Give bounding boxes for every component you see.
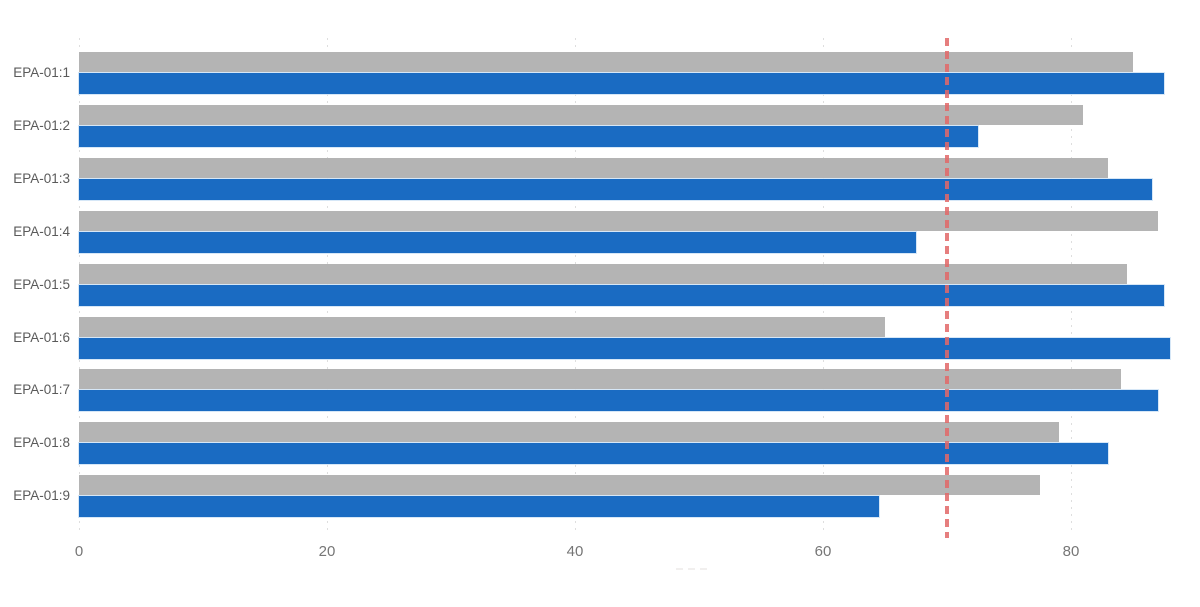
reference-line-70 <box>945 38 949 538</box>
bar-blue-series-epa-01-1[interactable] <box>79 73 1164 94</box>
category-label-epa-01-3: EPA-01:3 <box>13 170 70 186</box>
category-label-epa-01-8: EPA-01:8 <box>13 435 70 451</box>
category-label-epa-01-5: EPA-01:5 <box>13 276 70 292</box>
bar-blue-series-epa-01-8[interactable] <box>79 443 1109 465</box>
faint-axis-mark <box>676 568 683 570</box>
bar-blue-series-epa-01-5[interactable] <box>79 284 1164 306</box>
bar-gray-series-epa-01-9[interactable] <box>79 475 1040 496</box>
x-tick-label-20: 20 <box>318 543 336 560</box>
category-label-epa-01-9: EPA-01:9 <box>13 488 70 504</box>
faint-axis-mark <box>688 568 695 570</box>
bar-gray-series-epa-01-7[interactable] <box>79 369 1121 390</box>
faint-axis-mark <box>700 568 707 570</box>
x-tick-label-0: 0 <box>74 543 84 560</box>
bar-blue-series-epa-01-4[interactable] <box>79 231 916 253</box>
bar-gray-series-epa-01-5[interactable] <box>79 263 1127 284</box>
bar-blue-series-epa-01-9[interactable] <box>79 496 879 518</box>
bar-gray-series-epa-01-8[interactable] <box>79 422 1059 443</box>
x-tick-label-60: 60 <box>814 543 832 560</box>
category-label-epa-01-7: EPA-01:7 <box>13 382 70 398</box>
category-label-epa-01-6: EPA-01:6 <box>13 329 70 345</box>
bar-gray-series-epa-01-4[interactable] <box>79 210 1158 231</box>
category-label-epa-01-2: EPA-01:2 <box>13 117 70 133</box>
category-label-epa-01-1: EPA-01:1 <box>13 65 70 80</box>
x-tick-label-80: 80 <box>1062 543 1080 560</box>
bar-gray-series-epa-01-1[interactable] <box>79 52 1133 72</box>
bar-blue-series-epa-01-2[interactable] <box>79 125 978 147</box>
bar-blue-series-epa-01-3[interactable] <box>79 178 1152 200</box>
category-label-epa-01-4: EPA-01:4 <box>13 223 70 239</box>
bar-blue-series-epa-01-7[interactable] <box>79 390 1158 412</box>
bar-gray-series-epa-01-2[interactable] <box>79 104 1084 125</box>
x-tick-label-40: 40 <box>566 543 584 560</box>
bar-gray-series-epa-01-3[interactable] <box>79 157 1109 178</box>
bar-blue-series-epa-01-6[interactable] <box>79 337 1171 359</box>
bar-gray-series-epa-01-6[interactable] <box>79 316 885 337</box>
